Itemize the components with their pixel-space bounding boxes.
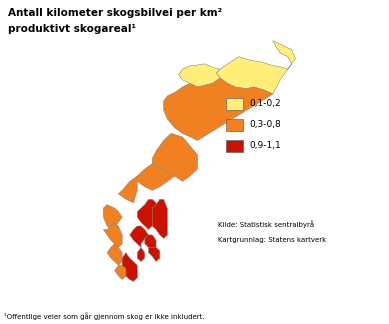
Text: 0,1-0,2: 0,1-0,2	[249, 99, 280, 108]
Text: 0,9-1,1: 0,9-1,1	[249, 141, 281, 150]
Text: ¹Offentlige veier som går gjennom skog er ikke inkludert.: ¹Offentlige veier som går gjennom skog e…	[4, 312, 205, 320]
Text: Kilde: Statistisk sentralbyrå: Kilde: Statistisk sentralbyrå	[218, 220, 314, 228]
Text: Kartgrunnlag: Statens kartverk: Kartgrunnlag: Statens kartverk	[218, 237, 326, 243]
Text: produktivt skogareal¹: produktivt skogareal¹	[8, 24, 136, 34]
Text: 0,3-0,8: 0,3-0,8	[249, 120, 281, 129]
Text: Antall kilometer skogsbilvei per km²: Antall kilometer skogsbilvei per km²	[8, 8, 222, 18]
